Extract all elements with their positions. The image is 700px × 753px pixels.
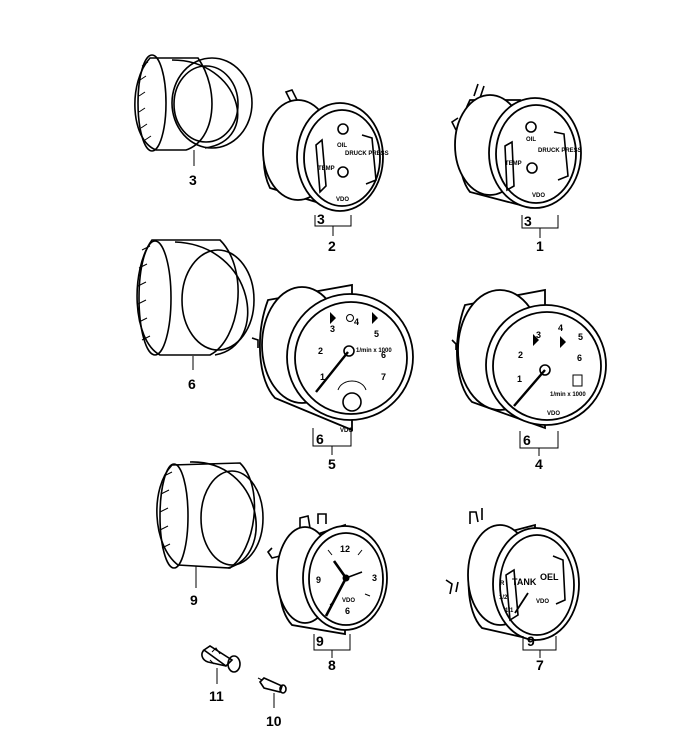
fuel-mark-r: R (500, 581, 505, 587)
combo-gauge-2: OIL DRUCK PRESS TEMP VDO (262, 89, 389, 212)
clock-gauge-8: 12 3 6 9 VDO (266, 513, 388, 636)
fuel-mark-full: 1/1 (505, 608, 514, 614)
gauge1-vdo: VDO (532, 193, 545, 199)
tach4-numerals: 1 2 3 4 5 6 (517, 323, 583, 384)
fuel-mark-half: 1/2 (499, 595, 508, 601)
gauge1-temp-label: TEMP (505, 161, 522, 167)
tach5-num: 2 (318, 346, 323, 356)
clock-num: 6 (345, 606, 350, 616)
tach5-num: 7 (381, 372, 386, 382)
clock-vdo: VDO (342, 598, 355, 604)
gauge1-oil-label: OIL (526, 137, 536, 143)
tachometer-gauge-5: 1 2 3 4 5 6 7 1/min x 1000 VDO (259, 283, 414, 434)
bulb-holder-11 (201, 645, 241, 673)
callout-g8-sub: 9 (316, 633, 324, 649)
gauge2-oil-label: OIL (337, 143, 347, 149)
gauge2-press-label: DRUCK PRESS (345, 151, 389, 157)
tach5-unit: 1/min x 1000 (356, 348, 392, 354)
trim-ring-bottom (156, 461, 264, 569)
trim-ring-top (134, 54, 253, 152)
bracket-gauge-8 (313, 634, 351, 658)
callout-g7: 7 (536, 657, 544, 673)
callout-ring-mid: 6 (188, 376, 196, 392)
tach4-num: 5 (578, 332, 583, 342)
tach4-vdo: VDO (547, 411, 560, 417)
gauge1-press-label: DRUCK PRESS (538, 148, 582, 154)
clock-num: 3 (372, 573, 377, 583)
callout-bulb-holder: 11 (209, 688, 224, 704)
tach5-num: 5 (374, 329, 379, 339)
bracket-gauge-2 (314, 215, 352, 236)
trim-ring-middle (136, 239, 259, 356)
callout-g4-sub: 6 (523, 432, 531, 448)
tach5-num: 6 (381, 350, 386, 360)
tach5-num: 1 (320, 372, 325, 382)
tach4-num: 2 (518, 350, 523, 360)
tach4-num: 6 (577, 353, 582, 363)
gauge2-temp-label: TEMP (318, 166, 335, 172)
bulb-10 (257, 677, 287, 694)
tach4-num: 3 (536, 330, 541, 340)
callout-g5: 5 (328, 456, 336, 472)
callout-ring-top: 3 (189, 172, 197, 188)
clock-num: 9 (316, 575, 321, 585)
clock-num: 12 (340, 544, 350, 554)
tach5-num: 4 (354, 317, 359, 327)
tach4-unit: 1/min x 1000 (550, 392, 586, 398)
combo-gauge-1: OIL DRUCK PRESS TEMP VDO (450, 83, 582, 209)
callout-g2: 2 (328, 238, 336, 254)
bracket-gauge-1 (521, 215, 559, 238)
tach5-numerals: 1 2 3 4 5 6 7 (318, 317, 386, 382)
callout-bulb: 10 (266, 713, 282, 729)
tachometer-gauge-4: 1 2 3 4 5 6 1/min x 1000 VDO (451, 288, 607, 430)
callout-g1: 1 (536, 238, 544, 254)
tach4-num: 1 (517, 374, 522, 384)
bracket-gauge-7 (522, 636, 557, 658)
callout-g2-sub: 3 (317, 211, 325, 227)
callout-g7-sub: 9 (527, 633, 535, 649)
fuel-oel-label: OEL (540, 572, 559, 582)
bracket-gauge-5 (312, 428, 352, 455)
gauge2-vdo: VDO (336, 197, 349, 203)
callout-ring-bot: 9 (190, 592, 198, 608)
fuel-gauge-7: TANK OEL VDO R 1/2 1/1 (445, 508, 580, 642)
clock-numerals: 12 3 6 9 (316, 544, 377, 616)
tach5-vdo: VDO (340, 428, 353, 434)
callout-g5-sub: 6 (316, 431, 324, 447)
callout-g1-sub: 3 (524, 213, 532, 229)
tach5-num: 3 (330, 324, 335, 334)
tach4-num: 4 (558, 323, 563, 333)
callout-g4: 4 (535, 456, 543, 472)
fuel-vdo: VDO (536, 599, 549, 605)
callout-g8: 8 (328, 657, 336, 673)
fuel-tank-label: TANK (512, 577, 537, 587)
bracket-gauge-4 (519, 431, 559, 456)
